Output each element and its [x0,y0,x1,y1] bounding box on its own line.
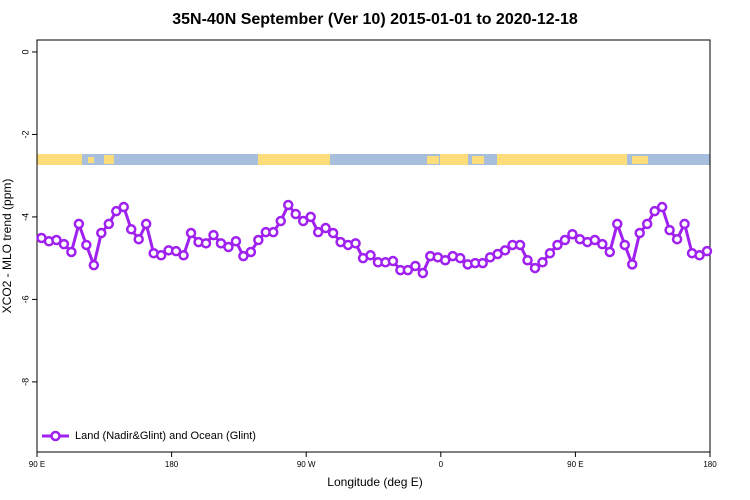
x-tick-label: 180 [165,460,179,469]
data-point [290,208,301,220]
y-tick-label: -2 [20,130,30,138]
data-point [664,224,675,236]
data-point [88,259,100,271]
data-point [597,238,608,250]
data-point [178,250,189,261]
data-point [238,250,249,262]
data-point [103,218,115,230]
data-point [327,227,339,239]
data-point [118,201,129,213]
data-point [619,239,631,251]
data-point [604,246,616,258]
x-tick-label: 90 W [297,460,316,469]
x-axis-label: Longitude (deg E) [327,475,422,489]
data-point [208,229,219,241]
data-point [679,218,690,230]
data-point [312,226,324,238]
data-point [537,257,548,268]
data-point [81,239,92,251]
data-point [305,211,316,223]
data-point [626,259,638,270]
data-point [387,255,399,267]
x-tick-label: 0 [439,460,444,469]
data-point [230,236,242,247]
data-point [671,233,683,245]
data-point [544,247,556,259]
data-point [694,250,705,261]
data-point [350,238,361,249]
data-point [634,227,645,239]
data-point [297,215,309,227]
plot-frame [36,39,711,453]
data-point [589,234,601,246]
data-point [245,246,257,258]
data-point [529,262,541,274]
data-point [552,239,563,251]
data-point [133,233,144,245]
data-point [268,226,279,238]
data-point [73,218,85,230]
y-tick-label: -4 [20,213,30,221]
data-point [417,267,429,279]
data-point [454,252,466,264]
data-point [223,241,234,253]
data-point [559,234,571,246]
x-tick-label: 180 [703,460,717,469]
data-point [410,260,421,272]
data-point [170,245,182,257]
data-point [656,201,668,213]
data-point [66,246,77,258]
data-point [477,257,488,269]
data-point [440,254,451,266]
y-tick-label: -6 [20,295,30,303]
data-point [58,238,70,250]
data-point [96,227,107,239]
y-tick-label: 0 [20,49,30,54]
data-point [253,234,264,246]
data-point [701,245,713,257]
data-point [155,250,167,261]
x-tick-label: 90 E [29,460,45,469]
data-point [140,218,152,230]
data-point [522,254,533,266]
data-point [499,245,511,256]
data-point [402,264,414,276]
data-point [514,239,526,251]
data-point [649,205,660,217]
data-point [125,224,137,235]
chart-title: 35N-40N September (Ver 10) 2015-01-01 to… [172,11,578,28]
legend-label: Land (Nadir&Glint) and Ocean (Glint) [75,430,256,442]
data-point [283,199,294,211]
data-point [275,215,287,227]
data-point [365,250,376,261]
data-point [51,234,62,246]
data-point [641,218,653,230]
data-point [185,227,197,239]
data-point [200,238,212,249]
land-ocean-strip [37,154,710,165]
data-point [567,228,578,240]
data-point [612,218,623,230]
y-tick-label: -8 [20,378,30,386]
x-tick-label: 90 E [567,460,583,469]
data-point [111,205,122,217]
legend-marker [50,430,61,442]
data-point [320,222,331,234]
y-axis-label: XCO2 - MLO trend (ppm) [0,179,14,314]
